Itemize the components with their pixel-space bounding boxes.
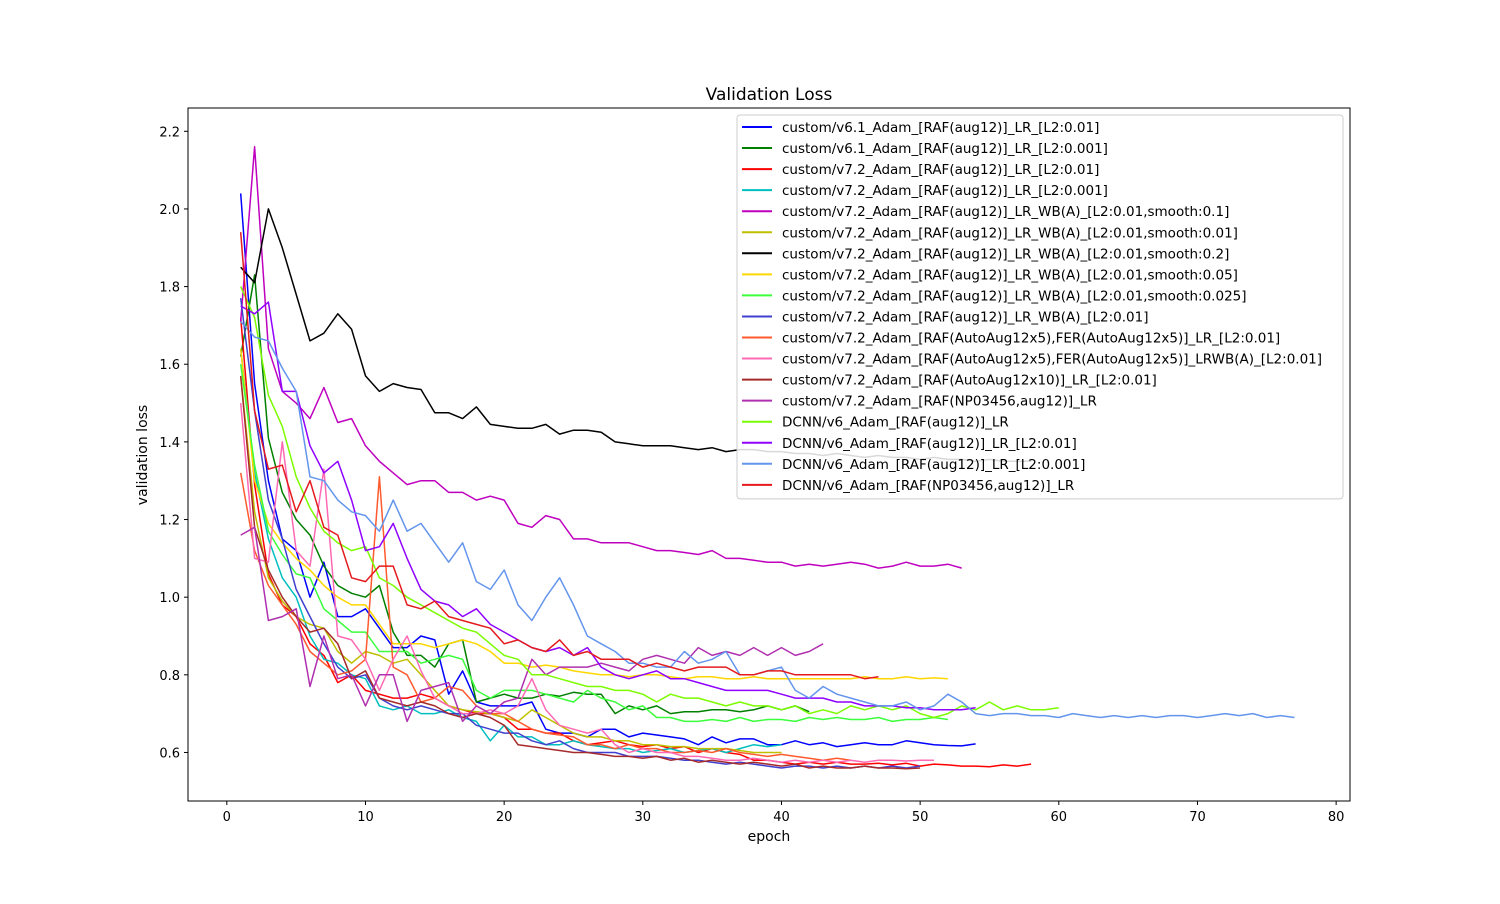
y-tick-label: 1.6 [159,358,180,373]
plot-frame [187,107,1351,802]
series-line-1 [239,193,976,748]
series-line-8 [239,348,948,680]
legend-label-16: DCNN/v6_Adam_[RAF(aug12)]_LR_[L2:0.01] [782,436,1077,452]
x-axis-label: epoch [748,829,791,845]
legend-label-17: DCNN/v6_Adam_[RAF(aug12)]_LR_[L2:0.001] [782,457,1085,473]
x-tick-label: 80 [1328,810,1345,825]
series-layer [239,146,1295,770]
series-line-15 [240,286,1059,719]
y-tick-label: 1.4 [159,436,180,451]
y-tick-label: 1.8 [159,281,180,296]
x-tick-label: 30 [635,810,652,825]
chart-title: Validation Loss [706,85,833,105]
y-tick-label: 0.6 [159,746,180,761]
legend-label-9: custom/v7.2_Adam_[RAF(aug12)]_LR_WB(A)_[… [782,288,1247,304]
legend: custom/v6.1_Adam_[RAF(aug12)]_LR_[L2:0.0… [736,114,1344,500]
legend-label-12: custom/v7.2_Adam_[RAF(AutoAug12x5),FER(A… [782,352,1322,368]
x-tick-label: 40 [773,810,790,825]
y-axis-label: validation loss [135,405,151,505]
series-line-16 [240,301,976,711]
y-tick-label: 2.0 [159,203,180,218]
y-tick-label: 1.0 [159,591,180,606]
series-line-5 [239,146,962,569]
y-tick-label: 0.8 [159,669,180,684]
series-line-18 [239,232,879,680]
y-tick-label: 2.2 [159,125,180,140]
ticks-layer: 0 10 20 30 40 50 60 70 80 0.6 0.8 1.0 1.2 1.4 1.6 1.8 2.… [159,125,1344,825]
x-tick-label: 70 [1189,810,1206,825]
legend-label-14: custom/v7.2_Adam_[RAF(NP03456,aug12)]_LR [782,394,1097,410]
series-line-12 [239,403,934,763]
legend-label-13: custom/v7.2_Adam_[RAF(AutoAug12x10)]_LR_… [782,373,1157,389]
legend-label-11: custom/v7.2_Adam_[RAF(AutoAug12x5),FER(A… [782,331,1280,347]
legend-label-10: custom/v7.2_Adam_[RAF(aug12)]_LR_WB(A)_[… [782,309,1148,325]
series-line-13 [239,375,921,770]
series-line-9 [239,364,949,723]
series-line-11 [239,472,851,761]
legend-label-5: custom/v7.2_Adam_[RAF(aug12)]_LR_WB(A)_[… [782,204,1229,220]
legend-label-7: custom/v7.2_Adam_[RAF(aug12)]_LR_WB(A)_[… [782,246,1229,262]
series-line-2 [239,274,810,715]
legend-box [736,114,1344,500]
x-tick-label: 20 [496,810,513,825]
x-tick-label: 50 [912,810,929,825]
x-tick-label: 60 [1051,810,1068,825]
legend-label-4: custom/v7.2_Adam_[RAF(aug12)]_LR_[L2:0.0… [782,183,1108,199]
y-tick-label: 1.2 [159,514,180,529]
x-tick-label: 0 [223,810,231,825]
legend-label-3: custom/v7.2_Adam_[RAF(aug12)]_LR_[L2:0.0… [782,162,1099,178]
legend-label-15: DCNN/v6_Adam_[RAF(aug12)]_LR [782,415,1009,431]
legend-label-8: custom/v7.2_Adam_[RAF(aug12)]_LR_WB(A)_[… [782,267,1238,283]
x-tick-label: 10 [357,810,374,825]
legend-label-18: DCNN/v6_Adam_[RAF(NP03456,aug12)]_LR [782,478,1074,494]
legend-label-6: custom/v7.2_Adam_[RAF(aug12)]_LR_WB(A)_[… [782,225,1238,241]
legend-label-1: custom/v6.1_Adam_[RAF(aug12)]_LR_[L2:0.0… [782,120,1099,136]
legend-label-2: custom/v6.1_Adam_[RAF(aug12)]_LR_[L2:0.0… [782,141,1108,157]
series-line-6 [239,375,782,754]
